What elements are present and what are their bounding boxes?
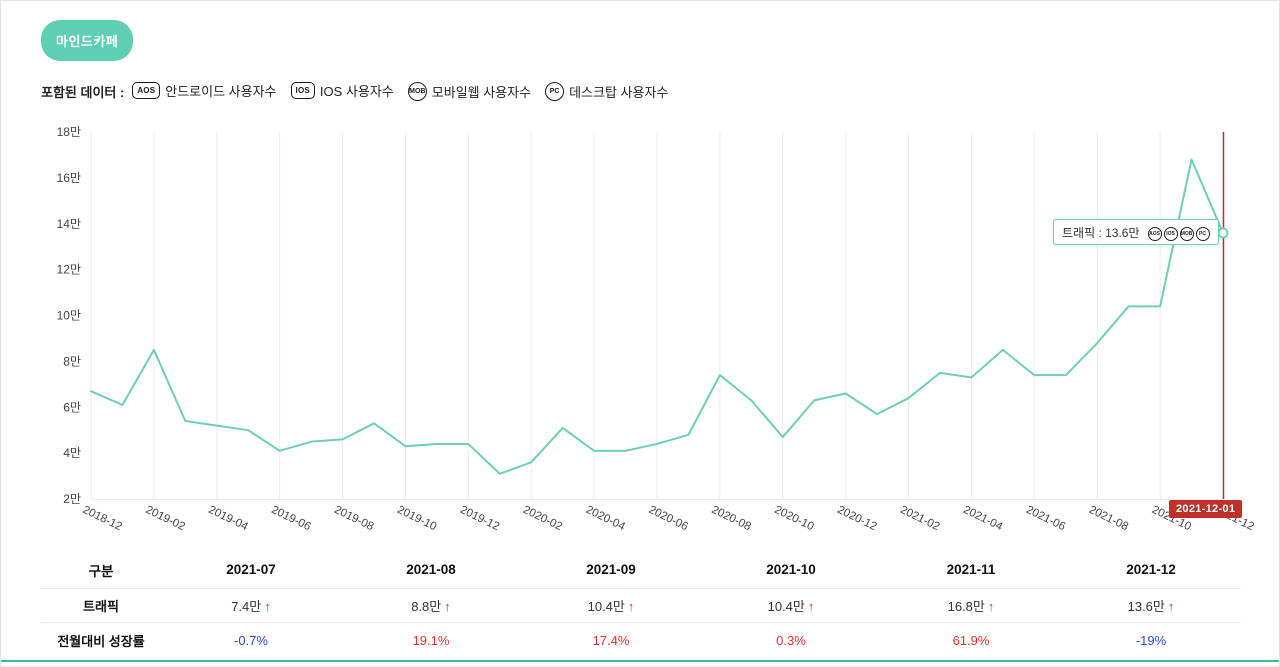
x-axis-label: 2020-04: [584, 504, 628, 534]
x-axis-label: 2019-12: [458, 504, 501, 533]
legend-item-ios: IOS IOS 사용자수: [290, 81, 394, 100]
traffic-value: 10.4만 ↑: [521, 596, 701, 615]
legend-item-pc: PC 데스크탑 사용자수: [545, 82, 668, 101]
column-header: 2021-07: [226, 562, 276, 577]
tooltip-platform-badges: AOS IOS MOB PC: [1146, 224, 1210, 241]
column-header: 2021-12: [1126, 562, 1176, 577]
mob-badge-icon: MOB: [1179, 226, 1194, 241]
traffic-value: 8.8만 ↑: [341, 596, 521, 615]
endpoint-marker: [1217, 227, 1229, 239]
up-arrow-icon: ↑: [807, 599, 815, 614]
legend-item-label: 모바일웹 사용자수: [431, 85, 532, 100]
x-axis-label: 2020-06: [647, 504, 690, 533]
traffic-value-text: 10.4만: [767, 599, 805, 614]
traffic-value-text: 16.8만: [947, 599, 985, 614]
growth-value: 19.1%: [412, 632, 450, 648]
traffic-value: 7.4만 ↑: [161, 596, 341, 615]
x-axis-label: 2019-10: [395, 504, 438, 533]
selected-date-badge: 2021-12-01: [1169, 500, 1243, 518]
traffic-value-text: 7.4만: [231, 599, 262, 614]
table-header-row: 구분 2021-07 2021-08 2021-09 2021-10 2021-11 202…: [41, 551, 1241, 589]
y-axis-label: 14만: [57, 217, 81, 231]
growth-value: 61.9%: [952, 632, 990, 648]
up-arrow-icon: ↑: [987, 599, 995, 614]
pc-badge-icon: PC: [545, 82, 565, 101]
tooltip-text: 트래픽 : 13.6만: [1062, 225, 1140, 240]
aos-badge-icon: AOS: [132, 82, 161, 99]
traffic-value-text: 13.6만: [1127, 599, 1165, 614]
up-arrow-icon: ↑: [1167, 599, 1175, 614]
growth-value: -19%: [1135, 632, 1167, 648]
legend-label: 포함된 데이터 :: [41, 84, 125, 100]
up-arrow-icon: ↑: [444, 599, 451, 614]
x-axis-label: 2021-08: [1087, 504, 1130, 533]
growth-row-label: 전월대비 성장률: [57, 633, 145, 649]
y-axis-label: 16만: [57, 171, 81, 185]
x-axis-label: 2019-04: [206, 504, 250, 534]
ios-badge-icon: IOS: [1163, 226, 1178, 241]
mob-badge-icon: MOB: [407, 82, 427, 101]
y-axis-label: 2만: [63, 492, 81, 506]
x-axis-label: 2020-12: [835, 504, 878, 533]
chart-tooltip: 트래픽 : 13.6만 AOS IOS MOB PC: [1053, 219, 1219, 245]
x-axis-label: 2021-02: [898, 504, 941, 533]
aos-badge-icon: AOS: [1147, 226, 1162, 241]
x-axis-label: 2019-08: [332, 504, 375, 533]
traffic-line: [90, 158, 1224, 475]
traffic-line-chart[interactable]: 2018-12 2019-02 2019-04 2019-06 2019-08 2019-…: [1, 119, 1279, 549]
chart-canvas: 2018-12 2019-02 2019-04 2019-06 2019-08 2019-…: [57, 125, 1256, 534]
pc-badge-icon: PC: [1195, 226, 1210, 241]
x-axis-label: 2019-02: [144, 504, 187, 533]
included-data-legend: 포함된 데이터 : AOS 안드로이드 사용자수 IOS IOS 사용자수 MOB 모바일…: [41, 81, 682, 101]
bottom-accent-line: [1, 660, 1279, 662]
x-axis-label: 2020-10: [772, 504, 815, 533]
y-axis-label: 12만: [57, 263, 81, 277]
traffic-value-text: 10.4만: [587, 599, 625, 614]
up-arrow-icon: ↑: [264, 599, 271, 614]
column-header: 2021-08: [406, 562, 456, 577]
traffic-value: 10.4만 ↑: [701, 596, 881, 615]
x-axis-label: 2020-08: [710, 504, 753, 533]
x-axis-label: 2019-06: [269, 504, 312, 533]
column-header-label: 구분: [88, 563, 114, 579]
monthly-stats-table: 구분 2021-07 2021-08 2021-09 2021-10 2021-11 202…: [41, 551, 1241, 657]
traffic-value-text: 8.8만: [411, 599, 442, 614]
traffic-row-label: 트래픽: [83, 599, 119, 614]
ios-badge-icon: IOS: [290, 82, 315, 99]
traffic-value: 13.6만 ↑: [1061, 596, 1241, 615]
up-arrow-icon: ↑: [627, 599, 635, 614]
legend-items: AOS 안드로이드 사용자수 IOS IOS 사용자수 MOB 모바일웹 사용자수 PC 데스…: [132, 81, 682, 101]
keyword-chip[interactable]: 마인드카페: [41, 20, 134, 61]
y-axis-label: 4만: [63, 446, 81, 460]
x-axis-label: 2020-02: [521, 504, 564, 533]
y-axis-label: 6만: [63, 400, 81, 414]
legend-item-aos: AOS 안드로이드 사용자수: [132, 81, 277, 100]
y-axis-label: 8만: [63, 354, 81, 368]
y-axis-label: 18만: [57, 125, 81, 139]
traffic-row: 트래픽 7.4만 ↑ 8.8만 ↑ 10.4만 ↑ 10.4만 ↑ 16.8만 ↑ 13.6만 ↑: [41, 589, 1241, 623]
growth-row: 전월대비 성장률 -0.7% 19.1% 17.4% 0.3% 61.9% -19%: [41, 623, 1241, 657]
legend-item-label: 안드로이드 사용자수: [165, 84, 277, 99]
growth-value: 0.3%: [776, 632, 806, 648]
growth-value: 17.4%: [592, 632, 630, 648]
legend-item-mob: MOB 모바일웹 사용자수: [407, 82, 532, 101]
legend-item-label: 데스크탑 사용자수: [569, 85, 669, 100]
traffic-value: 16.8만 ↑: [881, 596, 1061, 615]
column-header: 2021-10: [766, 562, 816, 577]
legend-item-label: IOS 사용자수: [319, 84, 394, 99]
x-axis-label: 2021-06: [1024, 504, 1067, 533]
column-header: 2021-09: [586, 562, 636, 577]
y-axis-label: 10만: [57, 309, 81, 323]
growth-value: -0.7%: [234, 632, 268, 648]
x-axis-label: 2021-04: [961, 504, 1005, 534]
x-axis-label: 2018-12: [81, 504, 124, 533]
column-header: 2021-11: [946, 562, 996, 577]
